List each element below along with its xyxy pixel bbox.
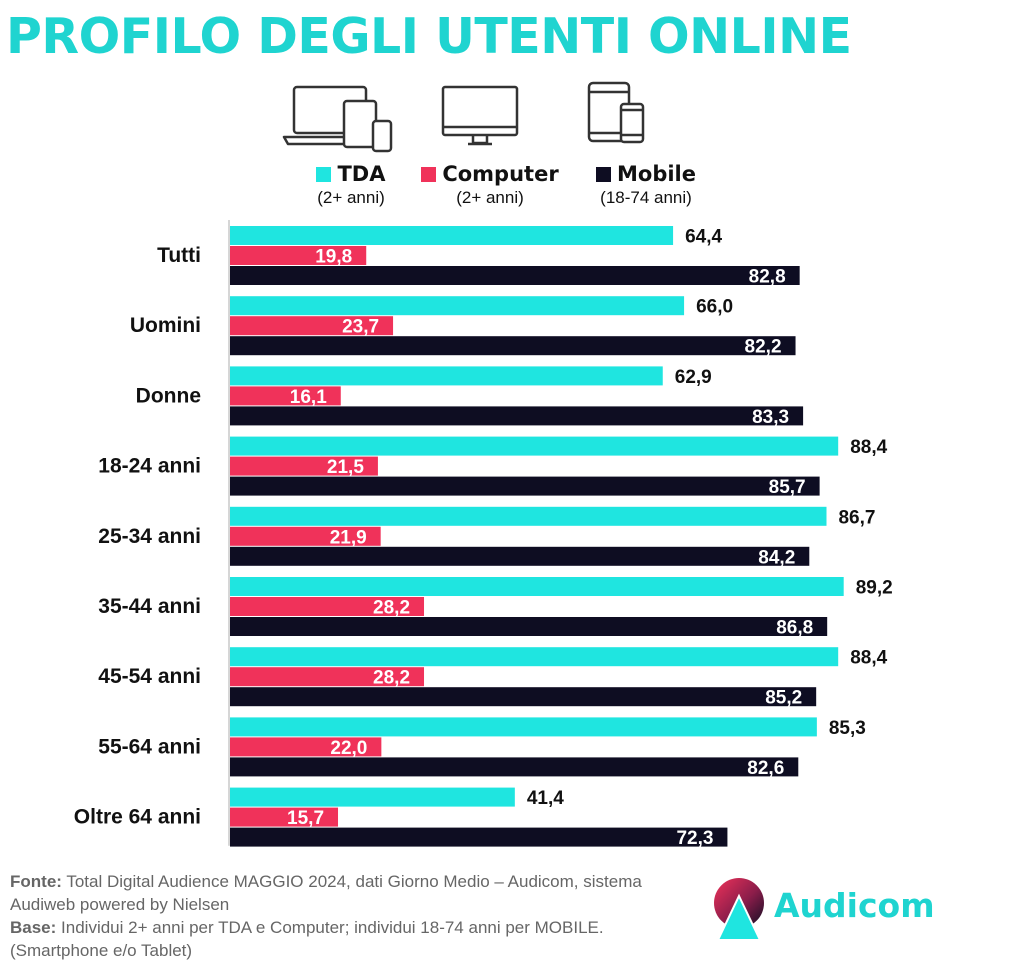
bar-mobile <box>230 266 800 285</box>
brand-name: Audicom <box>774 886 935 925</box>
data-label-computer: 19,8 <box>315 247 352 268</box>
bar-computer <box>230 807 339 827</box>
legend-sublabel: (2+ anni) <box>317 188 385 207</box>
bar-mobile <box>230 476 820 496</box>
source-text: Total Digital Audience MAGGIO 2024, dati… <box>10 872 642 914</box>
data-label-mobile: 82,2 <box>745 337 782 358</box>
bar-tda <box>230 436 839 456</box>
bar-mobile <box>230 406 804 426</box>
category-label: Donne <box>136 384 201 407</box>
bar-tda <box>230 366 663 386</box>
computer-monitor-icon <box>441 85 519 146</box>
category-label: 25-34 anni <box>98 525 201 548</box>
bar-tda <box>230 226 674 245</box>
category-label: 55-64 anni <box>98 735 201 758</box>
bar-tda <box>230 717 817 737</box>
data-label-tda: 66,0 <box>696 297 733 318</box>
bar-computer <box>230 316 394 336</box>
bar-computer <box>230 737 382 757</box>
data-label-mobile: 86,8 <box>776 618 813 639</box>
data-label-tda: 88,4 <box>850 437 887 458</box>
bar-mobile <box>230 757 799 777</box>
bar-tda <box>230 647 839 667</box>
audicom-logo-icon <box>714 878 764 941</box>
bar-tda <box>230 787 515 807</box>
bar-mobile <box>230 546 810 566</box>
data-label-computer: 21,5 <box>327 457 364 478</box>
data-label-tda: 88,4 <box>850 648 887 669</box>
category-label: Oltre 64 anni <box>74 806 201 829</box>
data-label-tda: 85,3 <box>829 718 866 739</box>
category-label: 45-54 anni <box>98 665 201 688</box>
legend-sublabel: (2+ anni) <box>456 188 524 207</box>
audicom-logo: Audicom <box>712 876 952 942</box>
legend-swatch-tda <box>316 166 332 182</box>
data-label-tda: 41,4 <box>527 788 564 809</box>
data-label-mobile: 72,3 <box>676 828 713 849</box>
legend-label: Mobile <box>617 162 696 186</box>
data-label-mobile: 82,8 <box>749 267 786 288</box>
bar-mobile <box>230 617 828 636</box>
devices-icon <box>282 85 393 153</box>
data-label-computer: 16,1 <box>290 387 327 408</box>
data-label-tda: 62,9 <box>675 367 712 388</box>
data-label-computer: 28,2 <box>373 598 410 619</box>
data-label-tda: 64,4 <box>685 227 722 248</box>
bar-computer <box>230 526 381 546</box>
footer-note: Fonte: Total Digital Audience MAGGIO 202… <box>10 870 675 962</box>
bar-mobile <box>230 336 796 356</box>
legend-label: Computer <box>442 162 559 186</box>
legend-swatch-mobile <box>596 166 611 182</box>
data-label-tda: 89,2 <box>856 578 893 599</box>
base-label: Base: <box>10 918 57 937</box>
bar-computer <box>230 386 341 406</box>
bar-computer <box>230 597 425 616</box>
bar-tda <box>230 577 844 596</box>
legend-item-computer: Computer (2+ anni) <box>405 160 575 208</box>
bar-computer <box>230 246 367 265</box>
legend-swatch-computer <box>421 166 437 182</box>
legend-item-mobile: Mobile (18-74 anni) <box>566 160 726 208</box>
legend-label: TDA <box>337 162 386 186</box>
bar-computer <box>230 456 378 476</box>
bar-tda <box>230 296 685 316</box>
data-label-computer: 23,7 <box>342 317 379 338</box>
page-title: PROFILO DEGLI UTENTI ONLINE <box>6 8 852 65</box>
bar-mobile <box>230 827 728 847</box>
category-label: 35-44 anni <box>98 595 201 618</box>
data-label-computer: 22,0 <box>330 738 367 759</box>
data-label-mobile: 83,3 <box>752 407 789 428</box>
bar-computer <box>230 667 425 687</box>
legend-item-tda: TDA (2+ anni) <box>291 160 411 208</box>
bar-tda <box>230 506 827 526</box>
data-label-computer: 28,2 <box>373 668 410 689</box>
data-label-computer: 15,7 <box>287 808 324 829</box>
category-label: Uomini <box>130 314 201 337</box>
category-label: Tutti <box>157 244 201 267</box>
data-label-mobile: 84,2 <box>758 547 795 568</box>
data-label-mobile: 85,7 <box>769 477 806 498</box>
data-label-computer: 21,9 <box>330 527 367 548</box>
data-label-mobile: 82,6 <box>747 758 784 779</box>
data-label-mobile: 85,2 <box>765 688 802 709</box>
mobile-devices-icon <box>587 81 645 144</box>
source-label: Fonte: <box>10 872 62 891</box>
bar-mobile <box>230 687 817 707</box>
bar-chart: Tutti 64,4 19,8 82,8 Uomini 66,0 23,7 82,2 Donne… <box>73 220 893 849</box>
legend-sublabel: (18-74 anni) <box>600 188 692 207</box>
data-label-tda: 86,7 <box>838 507 875 528</box>
base-text: Individui 2+ anni per TDA e Computer; in… <box>10 918 604 960</box>
category-label: 18-24 anni <box>98 455 201 478</box>
